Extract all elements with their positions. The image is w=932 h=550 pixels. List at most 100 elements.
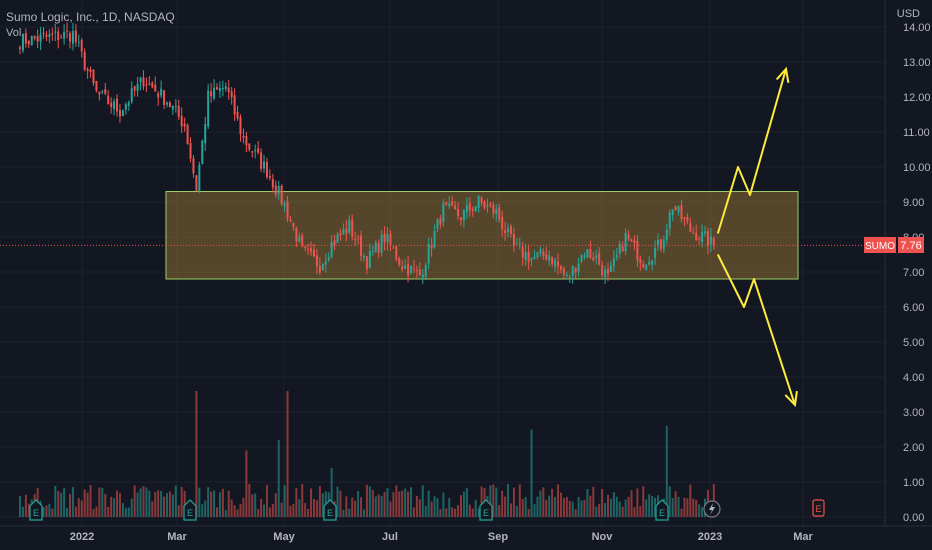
candle-body [398,258,401,265]
volume-bar [80,500,83,517]
volume-bar [565,496,568,517]
candle-body [274,185,277,195]
candle-body [142,77,145,87]
earnings-icon[interactable]: E [655,499,669,521]
volume-bar [648,494,651,517]
y-tick-label: 12.00 [903,92,931,104]
volume-bar [174,485,177,517]
volume-bar [480,486,483,517]
candle-body [124,104,127,110]
lightning-icon[interactable] [703,500,721,518]
last-price-tag: SUMO 7.76 [864,237,924,253]
volume-bar [612,492,615,517]
candle-body [218,87,221,92]
volume-bar [618,501,621,517]
candle-body [501,217,504,229]
candle-body [139,77,142,83]
candle-body [89,69,92,72]
candle-body [27,40,30,45]
volume-bar [57,490,60,517]
volume-bar [301,484,304,517]
volume-bar [166,493,168,517]
time-axis[interactable]: 2022 Mar May Jul Sep Nov 2023 Mar [0,525,932,543]
candle-body [465,205,468,213]
candle-body [345,228,348,234]
volume-bar [380,495,383,517]
earnings-icon[interactable]: E [29,499,43,521]
candle-body [374,242,377,253]
volume-bar [495,487,498,517]
candle-body [163,90,166,105]
candle-body [436,219,439,229]
volume-bar [368,486,371,517]
upside-arrow[interactable] [716,68,787,234]
candle-body [392,247,395,249]
candle-body [412,268,415,270]
volume-bar [383,492,386,517]
candle-body [42,32,45,34]
volume-bar [210,491,213,517]
volume-bar [395,485,398,517]
volume-bar [615,496,618,517]
volume-bar [609,498,612,517]
volume-bar [227,490,230,517]
candle-body [539,249,542,254]
price-axis[interactable]: 0.001.002.003.004.005.006.007.008.009.00… [884,0,931,526]
volume-bar [51,508,54,517]
candle-body [615,255,618,258]
volume-bar [283,485,286,517]
volume-bar [518,484,521,517]
volume-bar [489,485,492,517]
upside-arrow-head [775,66,790,83]
candle-body [468,203,471,211]
candle-body [521,246,524,258]
candle-body [118,109,121,117]
candle-body [310,248,313,252]
candle-body [239,117,242,135]
x-tick-label: Sep [488,531,508,543]
volume-bar [95,506,98,517]
volume-bar [160,490,163,517]
chart-legend[interactable]: Sumo Logic, Inc., 1D, NASDAQ Vol [6,9,175,41]
earnings-icon[interactable]: E [183,499,197,521]
candle-body [701,232,704,242]
candle-body [433,230,436,248]
volume-bar [245,450,248,517]
volume-bar [230,499,233,517]
candle-body [74,30,77,42]
candle-body [230,91,233,98]
volume-bar [21,506,24,517]
volume-bar [86,492,89,517]
candle-body [654,248,657,259]
volume-bar [551,488,554,517]
candle-body [227,87,230,93]
volume-bar [595,506,598,517]
volume-bar [604,503,607,517]
candle-body [195,175,198,191]
candle-body [351,219,354,237]
candle-body [671,209,674,215]
volume-bar [339,490,342,517]
candle-body [271,179,274,188]
candle-body [706,231,709,246]
volume-bar [571,501,574,517]
candle-body [448,203,451,207]
candle-body [113,101,116,109]
earnings-icon[interactable]: E [479,499,493,521]
volume-bar [357,491,360,517]
candle-body [360,235,363,256]
downside-arrow[interactable] [716,254,796,406]
candle-body [339,233,342,236]
dividend-split-icon[interactable]: E [812,499,825,517]
candle-body [574,267,577,273]
volume-bar [568,500,571,517]
candle-body [368,250,371,268]
y-tick-label: 9.00 [903,197,924,209]
range-box[interactable] [165,191,799,280]
candle-body [362,255,365,258]
volume-bar [624,499,627,517]
volume-bar [318,486,321,517]
earnings-icon[interactable]: E [323,499,337,521]
candle-body [324,261,327,265]
